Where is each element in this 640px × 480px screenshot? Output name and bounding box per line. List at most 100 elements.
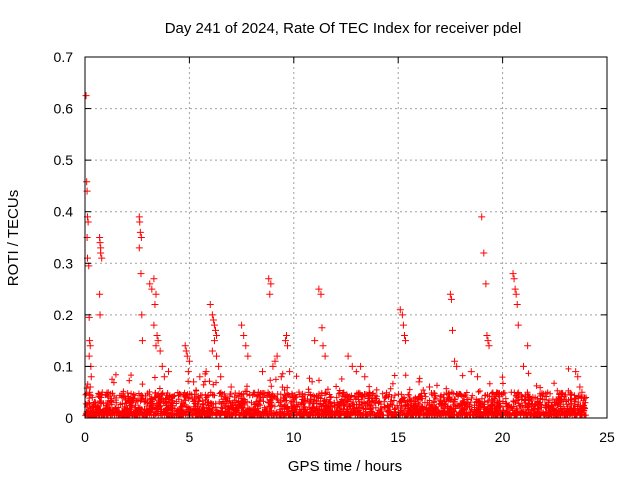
data-point (402, 337, 410, 345)
y-axis-ticks: 0 0.1 0.2 0.3 0.4 0.5 0.6 0.7 (54, 49, 607, 426)
data-point (86, 383, 94, 391)
data-point (135, 244, 143, 252)
data-point (150, 275, 158, 283)
data-point (87, 373, 95, 381)
data-point (318, 324, 326, 332)
chart-title: Day 241 of 2024, Rate Of TEC Index for r… (165, 20, 522, 37)
data-point (348, 362, 356, 370)
y-tick-label: 0 (65, 410, 73, 426)
data-point (156, 347, 164, 355)
data-point (510, 275, 518, 283)
data-point (183, 352, 191, 360)
data-point (467, 368, 475, 376)
data-point (446, 290, 454, 298)
plot-frame (84, 56, 608, 419)
x-tick-label: 15 (390, 429, 406, 445)
data-point (84, 218, 92, 226)
data-point (578, 388, 586, 396)
y-tick-label: 0.2 (54, 307, 74, 323)
data-point (86, 388, 94, 396)
data-point (160, 373, 168, 381)
chart-grid (85, 57, 607, 418)
data-point (181, 342, 189, 350)
data-point (150, 321, 158, 329)
y-axis-label: ROTI / TECUs (5, 190, 22, 286)
data-point (82, 92, 90, 100)
x-tick-label: 20 (495, 429, 511, 445)
data-point (361, 373, 369, 381)
data-point (137, 234, 145, 241)
data-point (399, 321, 407, 329)
data-point (185, 357, 193, 365)
data-point (415, 378, 423, 386)
data-point (136, 228, 144, 236)
y-tick-label: 0.4 (54, 204, 74, 220)
data-point (453, 362, 461, 370)
data-point (96, 239, 104, 247)
data-point (319, 342, 327, 350)
x-axis-ticks: 0 5 10 15 20 25 (81, 57, 615, 445)
y-tick-label: 0.7 (54, 49, 74, 65)
data-point (514, 321, 522, 329)
data-point (447, 295, 455, 303)
data-point (277, 373, 285, 381)
data-point (151, 301, 159, 309)
data-point (398, 311, 406, 319)
x-tick-label: 25 (599, 429, 615, 445)
data-point (209, 316, 217, 324)
data-point (85, 352, 93, 360)
y-tick-label: 0.1 (54, 358, 74, 374)
data-point (152, 342, 160, 350)
data-point (271, 357, 279, 365)
data-point (190, 378, 198, 386)
data-point (574, 373, 582, 381)
data-point (208, 311, 216, 319)
data-point (580, 393, 588, 401)
data-point (513, 301, 521, 309)
data-point (238, 321, 246, 329)
x-tick-label: 0 (81, 429, 89, 445)
data-point (97, 244, 105, 252)
data-point (208, 347, 216, 355)
data-point (482, 280, 490, 288)
data-point (146, 280, 154, 288)
data-point (90, 399, 98, 407)
data-point (86, 342, 94, 350)
data-point (153, 331, 161, 339)
data-point (484, 337, 492, 345)
data-point (98, 254, 106, 262)
data-point (281, 337, 289, 345)
data-point (321, 352, 329, 360)
data-point (210, 321, 218, 329)
data-point (138, 337, 146, 345)
data-point (273, 352, 281, 360)
data-point (158, 362, 166, 370)
data-point (282, 331, 290, 339)
data-point (474, 373, 482, 381)
data-point (96, 290, 104, 298)
data-point (269, 362, 277, 370)
data-point (451, 357, 459, 365)
data-point (165, 368, 173, 376)
data-point (396, 306, 404, 314)
data-point (524, 342, 532, 350)
data-point (148, 285, 156, 293)
data-point (284, 342, 292, 350)
data-point (265, 275, 273, 283)
data-point (400, 331, 408, 339)
data-point (258, 368, 266, 376)
data-point (154, 337, 162, 345)
data-point (206, 301, 214, 309)
x-tick-label: 5 (186, 429, 194, 445)
data-point (512, 290, 520, 298)
y-tick-label: 0.3 (54, 255, 74, 271)
data-point (242, 342, 250, 350)
y-tick-label: 0.6 (54, 101, 74, 117)
data-point (210, 337, 218, 345)
data-point (315, 285, 323, 293)
data-point (184, 368, 192, 376)
data-point (240, 331, 248, 339)
data-point (311, 337, 319, 345)
data-point (83, 178, 91, 186)
